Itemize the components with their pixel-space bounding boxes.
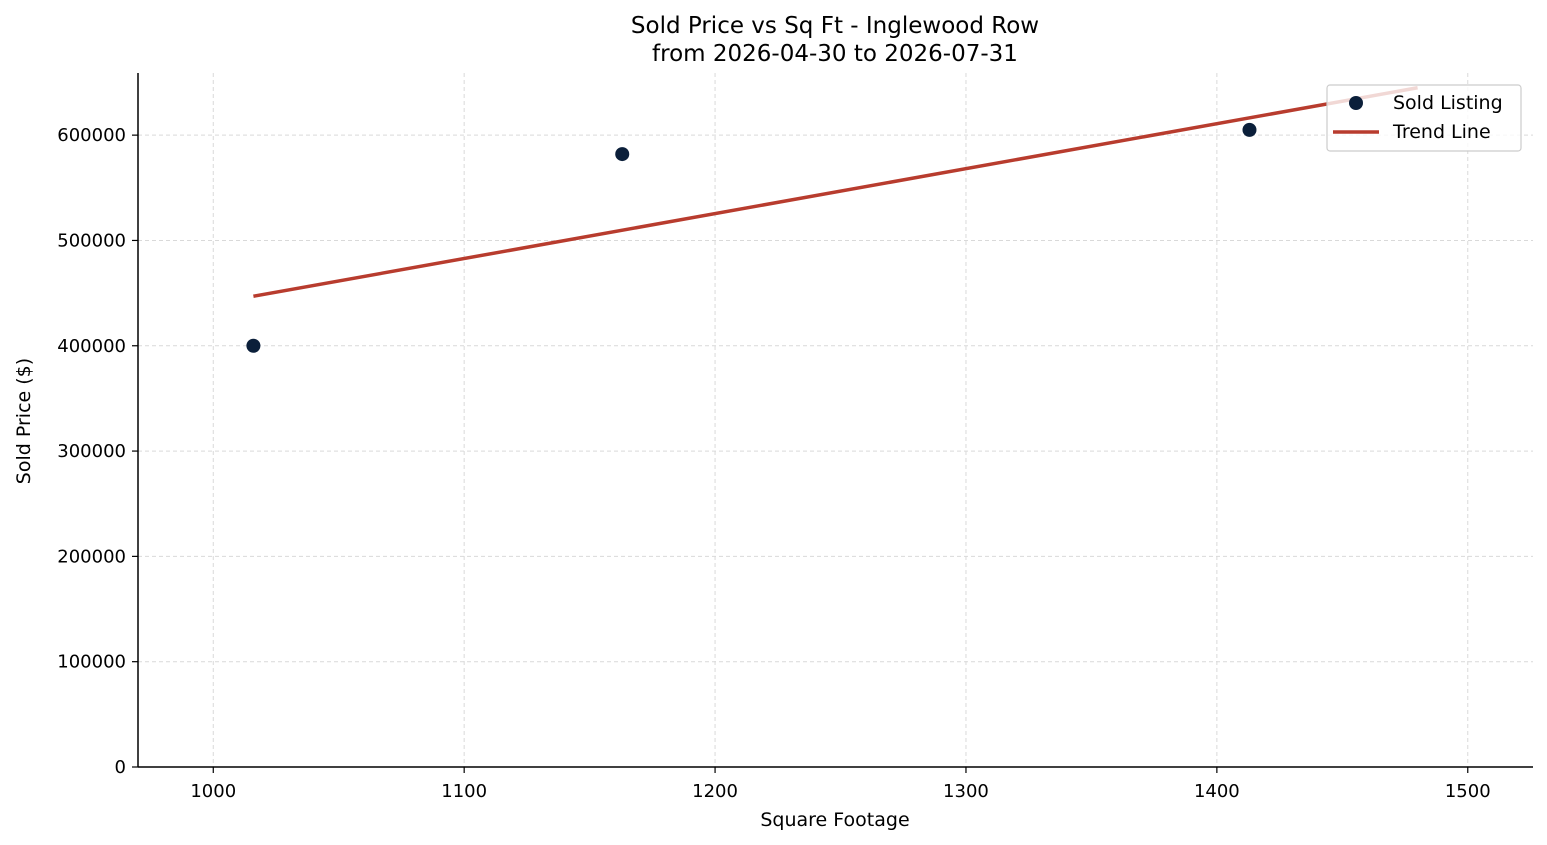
x-tick-label: 1000	[190, 781, 236, 802]
legend-box	[1326, 84, 1522, 152]
y-tick-label: 400000	[57, 336, 126, 357]
y-axis-ticks: 0 100000 200000 300000 400000 500000 600000	[57, 125, 138, 778]
x-axis-label: Square Footage	[760, 809, 909, 831]
legend-marker-sold-listing	[1349, 96, 1363, 110]
axes	[137, 73, 1533, 768]
y-tick-label: 0	[115, 757, 126, 778]
legend-label-sold-listing: Sold Listing	[1393, 92, 1503, 114]
plot-series	[246, 86, 1418, 353]
scatter-point	[615, 147, 630, 162]
chart-title: Sold Price vs Sq Ft - Inglewood Row	[631, 13, 1039, 39]
scatter-point	[1242, 122, 1257, 137]
trend-line	[253, 86, 1418, 298]
y-tick-label: 100000	[57, 652, 126, 673]
chart-subtitle: from 2026-04-30 to 2026-07-31	[652, 41, 1018, 67]
legend-label-trend-line: Trend Line	[1392, 121, 1491, 143]
legend: Sold Listing Trend Line	[1326, 84, 1522, 152]
x-axis-ticks: 1000 1100 1200 1300 1400 1500	[190, 767, 1491, 802]
y-tick-label: 200000	[57, 546, 126, 567]
y-axis-label: Sold Price ($)	[13, 358, 35, 484]
x-tick-label: 1400	[1194, 781, 1240, 802]
y-tick-label: 500000	[57, 230, 126, 251]
y-tick-label: 600000	[57, 125, 126, 146]
y-tick-label: 300000	[57, 441, 126, 462]
x-tick-label: 1300	[943, 781, 989, 802]
scatter-point	[246, 338, 261, 353]
x-tick-label: 1100	[441, 781, 487, 802]
x-tick-label: 1500	[1445, 781, 1491, 802]
x-tick-label: 1200	[692, 781, 738, 802]
